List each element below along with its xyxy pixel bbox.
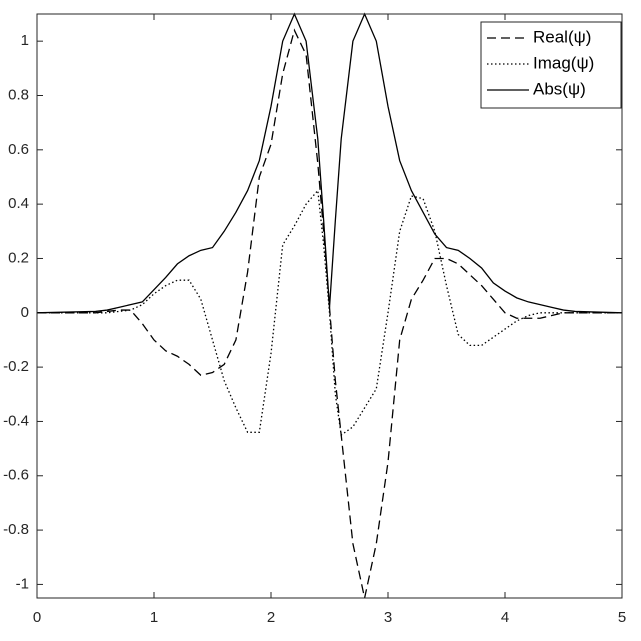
x-tick-label: 5 bbox=[618, 609, 626, 626]
legend-label: Real(ψ) bbox=[533, 27, 591, 46]
legend-label: Abs(ψ) bbox=[533, 79, 586, 98]
y-tick-label: -0.8 bbox=[3, 521, 29, 538]
y-tick-label: -0.4 bbox=[3, 412, 29, 429]
x-tick-label: 1 bbox=[150, 609, 158, 626]
y-tick-label: -0.2 bbox=[3, 358, 29, 375]
y-tick-label: 1 bbox=[21, 32, 29, 49]
series-line bbox=[36, 12, 623, 314]
y-tick-label: 0.2 bbox=[8, 249, 29, 266]
y-tick-label: -0.6 bbox=[3, 467, 29, 484]
x-tick-label: 2 bbox=[267, 609, 275, 626]
y-tick-label: 0.4 bbox=[8, 195, 29, 212]
x-tick-label: 0 bbox=[33, 609, 41, 626]
x-tick-label: 4 bbox=[501, 609, 509, 626]
y-tick-label: -1 bbox=[16, 575, 29, 592]
x-tick-label: 3 bbox=[384, 609, 392, 626]
legend-box bbox=[480, 21, 622, 109]
series-line bbox=[37, 28, 622, 599]
y-tick-label: 0 bbox=[21, 304, 29, 321]
y-tick-label: 0.8 bbox=[8, 86, 29, 103]
legend-label: Imag(ψ) bbox=[533, 53, 594, 72]
series-line bbox=[37, 189, 622, 437]
plot-frame bbox=[36, 13, 623, 599]
y-tick-label: 0.6 bbox=[8, 141, 29, 158]
